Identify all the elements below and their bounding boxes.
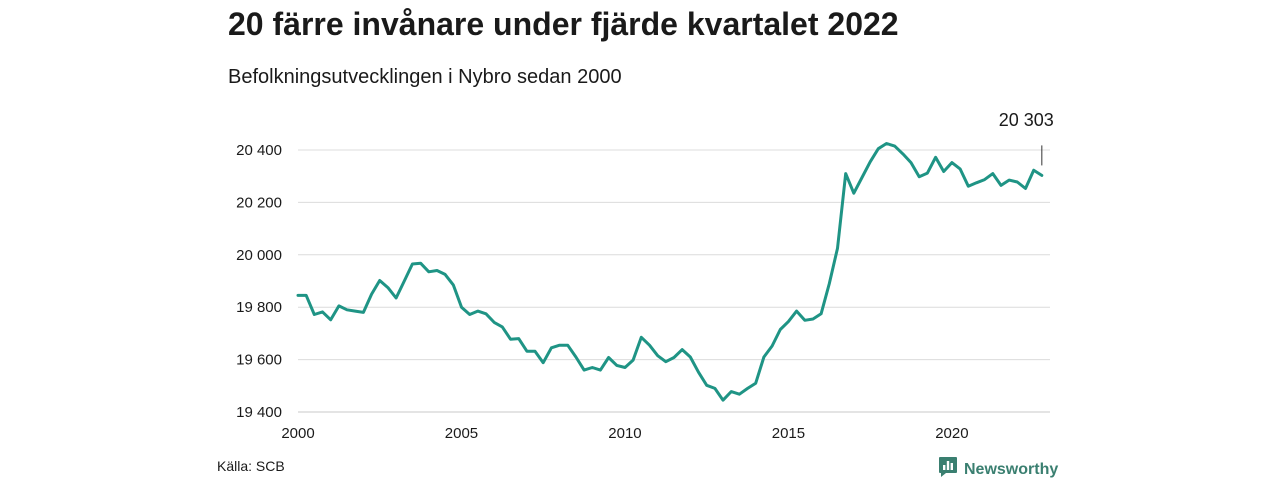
y-tick-label: 19 800 bbox=[236, 299, 282, 316]
y-tick-label: 20 400 bbox=[236, 142, 282, 159]
line-chart: 19 400 19 600 19 800 20 000 20 200 20 400 200… bbox=[236, 110, 1054, 442]
brand-name: Newsworthy bbox=[964, 460, 1059, 478]
x-tick-label: 2000 bbox=[281, 425, 314, 442]
x-tick-label: 2015 bbox=[772, 425, 805, 442]
x-tick-label: 2005 bbox=[445, 425, 478, 442]
series-line bbox=[296, 142, 1044, 402]
bar-chart-logo-icon bbox=[938, 456, 958, 483]
y-tick-label: 20 000 bbox=[236, 247, 282, 264]
x-axis-ticks: 2000 2005 2010 2015 2020 bbox=[281, 425, 968, 442]
source-note: Källa: SCB bbox=[217, 458, 285, 474]
y-axis-ticks: 19 400 19 600 19 800 20 000 20 200 20 400 bbox=[236, 142, 282, 421]
gridlines bbox=[298, 149, 1050, 413]
chart-title: 20 färre invånare under fjärde kvartalet… bbox=[228, 6, 899, 42]
y-tick-label: 20 200 bbox=[236, 194, 282, 211]
y-tick-label: 19 600 bbox=[236, 352, 282, 369]
annotation-group: 20 303 bbox=[999, 110, 1054, 166]
brand-logo[interactable]: Newsworthy bbox=[938, 456, 1058, 483]
x-tick-label: 2010 bbox=[608, 425, 641, 442]
chart-subtitle: Befolkningsutvecklingen i Nybro sedan 20… bbox=[228, 66, 622, 88]
series-group bbox=[296, 142, 1044, 402]
x-tick-label: 2020 bbox=[935, 425, 968, 442]
y-tick-label: 19 400 bbox=[236, 404, 282, 421]
annotation-label: 20 303 bbox=[999, 110, 1054, 130]
